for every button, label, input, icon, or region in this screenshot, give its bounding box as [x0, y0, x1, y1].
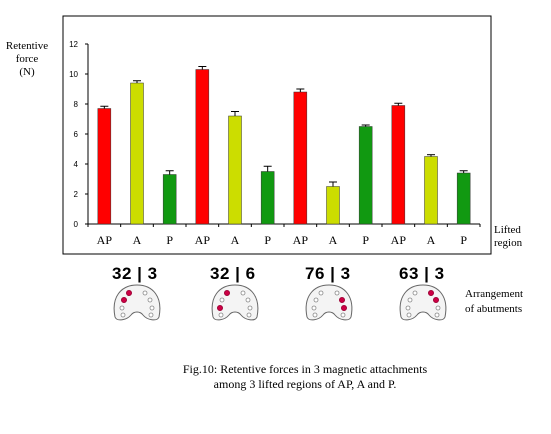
abutment-dot-active [223, 289, 230, 296]
x-tick-label: A [133, 233, 142, 247]
abutment-dot [119, 305, 125, 311]
abutment-dot-active [427, 289, 434, 296]
abutment-dot [246, 312, 252, 318]
x-tick-label: AP [293, 233, 309, 247]
abutment-dot [407, 297, 413, 303]
abutment-dot [148, 312, 154, 318]
abutment-dot [240, 290, 246, 296]
bar-a [130, 82, 144, 225]
bar-p [162, 174, 177, 225]
bar-ap [97, 108, 112, 225]
bar-ap [195, 69, 210, 225]
abutment-dot [334, 290, 340, 296]
group-label-1: 32 | 3 [112, 264, 158, 283]
abutment-dot [313, 297, 319, 303]
abutment-dot [247, 305, 253, 311]
abutment-dot-active [338, 296, 345, 303]
dental-arch-diagram [305, 284, 353, 321]
abutment-dot [147, 297, 153, 303]
abutment-dot-active [216, 304, 223, 311]
abutment-dot-active [432, 296, 439, 303]
x-tick-label: A [329, 233, 338, 247]
y-axis-label: Retentive force (N) [5, 40, 49, 78]
abutment-dot-active [126, 289, 133, 296]
arrangement-caption: Arrangement of abutments [465, 288, 524, 315]
abutment-dot [149, 305, 155, 311]
abutment-dot [412, 290, 418, 296]
x-tick-label: P [362, 233, 369, 247]
bar-ap [293, 91, 308, 225]
abutment-dot [435, 305, 441, 311]
bar-ap [391, 105, 406, 225]
bar-p [456, 172, 471, 225]
figure-caption: Fig.10: Retentive forces in 3 magnetic a… [182, 362, 428, 391]
bar-p [260, 171, 275, 225]
y-tick-label: 6 [74, 130, 79, 139]
group-label-4: 63 | 3 [399, 264, 445, 283]
y-tick-label: 10 [69, 70, 78, 79]
abutment-dot [340, 312, 346, 318]
dental-arch-diagram [113, 284, 161, 321]
abutment-dot [219, 297, 225, 303]
dental-arch-diagram [211, 284, 259, 321]
arrangement-diagrams [113, 284, 447, 321]
bar-p [358, 126, 373, 225]
bar-a [228, 115, 242, 225]
y-tick-label: 4 [74, 160, 79, 169]
x-axis-label: Lifted region [494, 224, 523, 249]
x-tick-label: P [460, 233, 467, 247]
abutment-dot-active [340, 304, 347, 311]
plot-frame [62, 15, 492, 255]
abutment-dot [120, 312, 126, 318]
abutment-dot [218, 312, 224, 318]
abutment-dot [311, 305, 317, 311]
group-label-3: 76 | 3 [305, 264, 351, 283]
abutment-dot [434, 312, 440, 318]
y-tick-label: 2 [74, 190, 79, 199]
bar-a [424, 156, 438, 225]
x-tick-label: P [264, 233, 271, 247]
abutment-dot [142, 290, 148, 296]
x-tick-label: A [231, 233, 240, 247]
group-label-2: 32 | 6 [210, 264, 256, 283]
abutment-dot-active [121, 296, 128, 303]
y-tick-label: 8 [74, 100, 79, 109]
abutment-dot [406, 312, 412, 318]
x-tick-label: AP [391, 233, 407, 247]
y-tick-label: 0 [74, 220, 79, 229]
abutment-dot [405, 305, 411, 311]
x-tick-label: A [427, 233, 436, 247]
x-tick-label: AP [97, 233, 113, 247]
bar-a [326, 186, 340, 225]
abutment-dot [245, 297, 251, 303]
y-tick-label: 12 [69, 40, 78, 49]
dental-arch-diagram [399, 284, 447, 321]
abutment-dot [318, 290, 324, 296]
x-tick-label: P [166, 233, 173, 247]
abutment-dot [312, 312, 318, 318]
x-tick-label: AP [195, 233, 211, 247]
